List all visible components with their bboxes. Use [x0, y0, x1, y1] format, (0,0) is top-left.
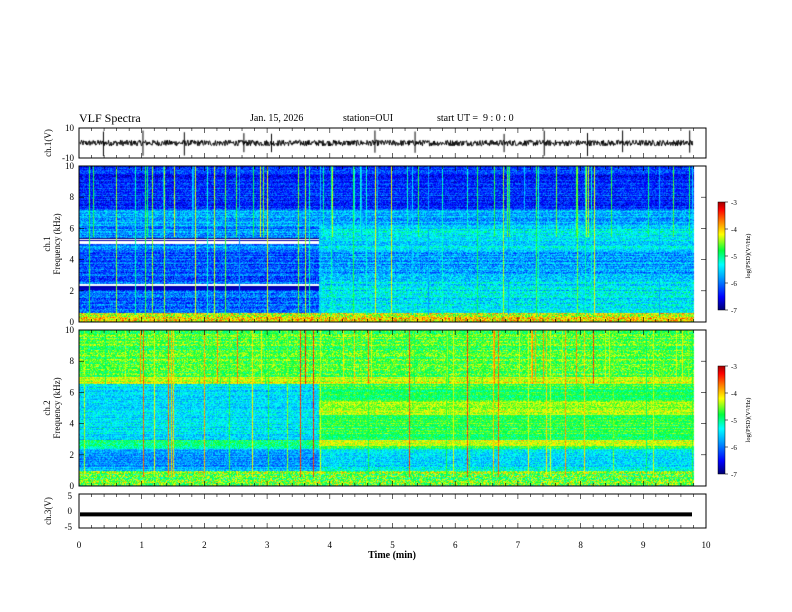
- ch3-waveform-panel: 5 0 -5 ch.3(V): [43, 491, 707, 532]
- ch1-freq-ytick-label: 6: [70, 223, 75, 233]
- ch2-colorbar-label: log(PSD)(V²/Hz): [745, 398, 752, 443]
- ch1-spectrogram-ylabel-channel: ch.1: [42, 236, 52, 251]
- station-label: station=OUI: [343, 113, 394, 124]
- time-tick-label: 9: [641, 540, 646, 550]
- ch2-spectrogram-image: [79, 330, 706, 486]
- ch2-spectrogram-ylabel-channel: ch.2: [42, 400, 52, 415]
- ch1-colorbar-tick-label: -4: [731, 226, 737, 234]
- time-tick-label: 10: [702, 540, 712, 550]
- ch3-waveform-ylabel: ch.3(V): [43, 497, 53, 525]
- ch1-colorbar-label: log(PSD)(V²/Hz): [745, 234, 752, 279]
- ch1-colorbar-tick-label: -5: [731, 253, 737, 261]
- ch1-spectrogram-ylabel-freq: Frequency (kHz): [52, 213, 62, 274]
- ch1-freq-ytick-label: 8: [70, 192, 75, 202]
- ch1-freq-ytick-label: 4: [70, 255, 75, 265]
- ch2-colorbar-tick-label: -7: [731, 471, 737, 479]
- ch1-colorbar: [717, 201, 726, 311]
- x-axis-label: Time (min): [368, 550, 416, 561]
- time-tick-labels: 0 1 2 3 4 5 6 7 8 9 10: [77, 540, 711, 550]
- ch2-colorbar-tick-label: -5: [731, 417, 737, 425]
- time-tick-label: 7: [516, 540, 521, 550]
- time-tick-label: 1: [139, 540, 144, 550]
- ch1-freq-ytick-label: 10: [65, 161, 75, 171]
- ch1-colorbar-tick-label: -3: [731, 199, 737, 207]
- ch3-ytick-top: 5: [68, 491, 73, 501]
- ch3-ytick-bottom: -5: [65, 522, 73, 532]
- ch1-ytick-top: 10: [65, 123, 75, 133]
- start-time-label: start UT = 9 : 0 : 0: [437, 113, 514, 124]
- ch3-ytick-mid: 0: [68, 506, 73, 516]
- time-tick-label: 6: [453, 540, 458, 550]
- ch1-spectrogram-image: [79, 166, 706, 322]
- ch3-waveform-frame: [78, 493, 707, 529]
- time-tick-label: 5: [390, 540, 395, 550]
- date-label: Jan. 15, 2026: [250, 113, 304, 124]
- ch1-freq-ytick-label: 2: [70, 286, 75, 296]
- ch1-colorbar-tick-label: -7: [731, 307, 737, 315]
- time-tick-label: 4: [328, 540, 333, 550]
- ch1-colorbar-tick-label: -6: [731, 280, 737, 288]
- ch2-freq-ytick-label: 6: [70, 387, 75, 397]
- ch2-colorbar-tick-label: -4: [731, 390, 737, 398]
- ch2-spectrogram-ylabel-freq: Frequency (kHz): [52, 377, 62, 438]
- ch2-freq-ytick-label: 4: [70, 419, 75, 429]
- time-ticks: [78, 128, 707, 528]
- plot-title: VLF Spectra: [79, 111, 141, 125]
- ch2-colorbar-tick-label: -6: [731, 444, 737, 452]
- ch1-waveform-panel: 10 -10 ch.1(V): [43, 123, 707, 163]
- ch2-freq-ytick-label: 10: [65, 325, 75, 335]
- time-tick-label: 8: [578, 540, 583, 550]
- ch2-colorbar: [717, 365, 726, 475]
- ch1-ytick-bottom: -10: [62, 153, 74, 163]
- ch2-freq-ytick-label: 0: [70, 481, 75, 491]
- time-tick-label: 0: [77, 540, 82, 550]
- ch2-freq-ytick-label: 2: [70, 450, 75, 460]
- ch2-colorbar-tick-label: -3: [731, 363, 737, 371]
- time-tick-label: 2: [202, 540, 207, 550]
- ch2-freq-ytick-label: 8: [70, 356, 75, 366]
- time-tick-label: 3: [265, 540, 270, 550]
- ch1-waveform-ylabel: ch.1(V): [43, 129, 53, 157]
- ch1-freq-ytick-label: 0: [70, 317, 75, 327]
